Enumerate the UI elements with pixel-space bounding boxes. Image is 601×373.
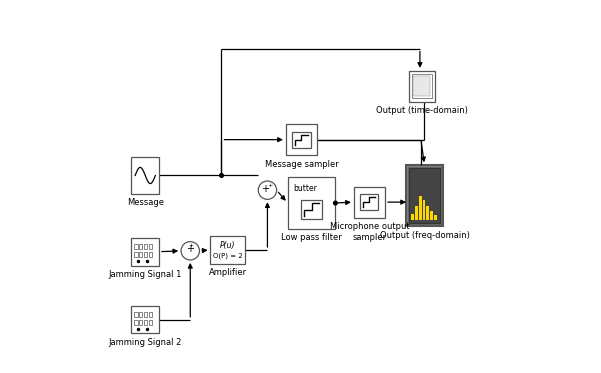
FancyBboxPatch shape	[426, 206, 429, 220]
FancyBboxPatch shape	[139, 244, 142, 249]
FancyBboxPatch shape	[144, 244, 147, 249]
FancyBboxPatch shape	[135, 244, 138, 249]
FancyBboxPatch shape	[412, 214, 414, 220]
FancyBboxPatch shape	[301, 200, 322, 219]
FancyBboxPatch shape	[135, 320, 138, 325]
FancyBboxPatch shape	[132, 306, 159, 333]
FancyBboxPatch shape	[148, 244, 152, 249]
Circle shape	[219, 174, 224, 177]
FancyBboxPatch shape	[144, 312, 147, 317]
FancyBboxPatch shape	[409, 168, 440, 223]
Text: Jamming Signal 2: Jamming Signal 2	[109, 338, 182, 347]
Text: Microphone output
sampler: Microphone output sampler	[329, 222, 409, 242]
FancyBboxPatch shape	[430, 211, 433, 220]
Text: +: +	[188, 243, 194, 248]
Text: Output (freq-domain): Output (freq-domain)	[380, 231, 469, 239]
FancyBboxPatch shape	[409, 71, 435, 102]
Text: butter: butter	[293, 184, 317, 193]
FancyBboxPatch shape	[412, 74, 432, 98]
FancyBboxPatch shape	[286, 124, 317, 155]
FancyBboxPatch shape	[434, 215, 436, 220]
FancyBboxPatch shape	[406, 165, 443, 226]
FancyBboxPatch shape	[139, 252, 142, 257]
FancyBboxPatch shape	[132, 238, 159, 266]
Text: Amplifier: Amplifier	[209, 268, 247, 277]
Text: Message sampler: Message sampler	[264, 160, 338, 169]
FancyBboxPatch shape	[419, 197, 422, 220]
Circle shape	[181, 242, 200, 260]
FancyBboxPatch shape	[361, 194, 379, 210]
Text: O(P) = 2: O(P) = 2	[213, 252, 243, 258]
FancyBboxPatch shape	[148, 320, 152, 325]
Text: +: +	[186, 244, 194, 254]
FancyBboxPatch shape	[148, 312, 152, 317]
Text: +: +	[261, 184, 269, 194]
Text: P(u): P(u)	[220, 241, 236, 250]
FancyBboxPatch shape	[354, 186, 385, 218]
FancyBboxPatch shape	[423, 200, 426, 220]
FancyBboxPatch shape	[288, 177, 335, 229]
Circle shape	[258, 181, 276, 199]
FancyBboxPatch shape	[413, 76, 430, 97]
Text: Message: Message	[127, 198, 163, 207]
FancyBboxPatch shape	[144, 252, 147, 257]
FancyBboxPatch shape	[408, 167, 441, 224]
FancyBboxPatch shape	[415, 206, 418, 220]
Text: Jamming Signal 1: Jamming Signal 1	[109, 270, 182, 279]
FancyBboxPatch shape	[210, 236, 245, 264]
FancyBboxPatch shape	[135, 252, 138, 257]
FancyBboxPatch shape	[132, 157, 159, 194]
FancyBboxPatch shape	[139, 312, 142, 317]
FancyBboxPatch shape	[148, 252, 152, 257]
Text: Output (time-domain): Output (time-domain)	[376, 106, 468, 115]
FancyBboxPatch shape	[144, 320, 147, 325]
Text: Low pass filter: Low pass filter	[281, 233, 342, 242]
Circle shape	[334, 201, 337, 205]
Text: +: +	[267, 183, 272, 188]
FancyBboxPatch shape	[139, 320, 142, 325]
FancyBboxPatch shape	[292, 132, 311, 148]
FancyBboxPatch shape	[135, 312, 138, 317]
